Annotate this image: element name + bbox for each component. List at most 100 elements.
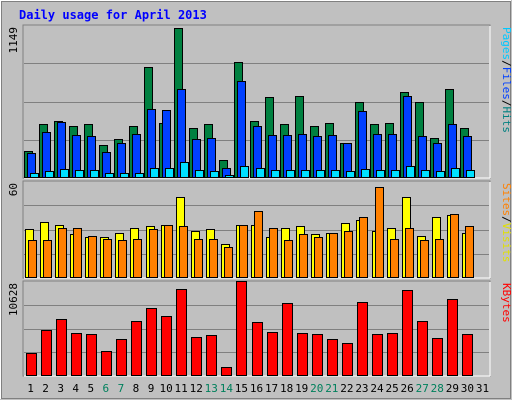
day-label: 24 [370,382,384,395]
bar-pages-day-17 [271,170,280,178]
bar-sites-day-11 [179,226,188,278]
bar-sites-day-27 [420,240,429,278]
bar-files-day-10 [162,110,171,178]
bar-kbytes-day-13 [206,335,217,376]
legend-separator: / [500,100,512,107]
bar-kbytes-day-1 [26,353,37,376]
panel-2: 60 Sites/Visits [7,180,512,279]
bar-pages-day-4 [75,170,84,178]
legend-kbytes: KBytes [500,283,512,323]
bar-pages-day-28 [436,171,445,178]
bar-sites-day-9 [149,229,158,278]
bar-kbytes-day-27 [417,321,428,376]
bar-kbytes-day-15 [236,281,247,376]
bar-pages-day-2 [45,171,54,178]
bar-sites-day-1 [28,240,37,278]
bar-pages-day-24 [376,170,385,178]
bar-pages-day-13 [210,171,219,178]
bar-sites-day-17 [269,228,278,278]
day-label: 18 [280,382,293,395]
bar-kbytes-day-29 [447,299,458,376]
bar-kbytes-day-4 [71,333,82,376]
day-label: 26 [401,382,414,395]
bar-kbytes-day-14 [221,367,232,376]
day-label: 19 [295,382,308,395]
bar-kbytes-day-21 [327,339,338,376]
day-label: 15 [235,382,248,395]
bar-pages-day-29 [451,168,460,178]
bar-files-day-7 [117,143,126,178]
day-label: 16 [250,382,263,395]
day-label: 7 [118,382,125,395]
bar-pages-day-18 [286,170,295,178]
bar-pages-day-9 [150,168,159,178]
bar-kbytes-day-8 [131,321,142,376]
day-label: 22 [340,382,353,395]
bar-sites-day-16 [254,211,263,278]
day-label: 2 [42,382,49,395]
bar-sites-day-12 [194,239,203,278]
day-label: 1 [27,382,34,395]
bar-kbytes-day-20 [312,334,323,376]
bar-sites-day-2 [43,240,52,278]
day-label: 25 [385,382,398,395]
bar-pages-day-23 [361,169,370,178]
bar-sites-day-19 [299,234,308,278]
bar-sites-day-23 [359,217,368,278]
legend-pages: Pages [500,27,512,60]
bar-pages-day-10 [165,168,174,178]
day-label: 6 [103,382,110,395]
day-label: 21 [325,382,338,395]
bar-kbytes-day-28 [432,338,443,376]
bar-pages-day-11 [180,162,189,178]
legend-separator: / [500,60,512,67]
bar-pages-day-7 [120,173,129,178]
bar-kbytes-day-10 [161,316,172,376]
day-label: 30 [461,382,474,395]
bar-sites-day-20 [314,237,323,278]
bar-pages-day-30 [466,170,475,178]
bar-pages-day-6 [105,173,114,178]
bar-kbytes-day-6 [101,351,112,376]
bar-pages-day-5 [90,170,99,178]
bar-pages-day-22 [346,171,355,178]
day-label: 3 [57,382,64,395]
bar-pages-day-15 [240,166,249,178]
bar-pages-day-20 [316,170,325,178]
panel-3: 10628 KBytes [7,280,512,377]
day-label: 28 [431,382,444,395]
day-label: 11 [175,382,188,395]
bar-kbytes-day-3 [56,319,67,376]
bar-sites-day-7 [118,240,127,278]
bar-pages-day-25 [391,170,400,178]
bar-pages-day-12 [195,170,204,178]
scale-label: 1149 [7,27,20,54]
bar-sites-day-14 [224,247,233,278]
bar-kbytes-day-5 [86,334,97,376]
bar-pages-day-8 [135,173,144,178]
bar-sites-day-24 [375,187,384,278]
bar-pages-day-1 [30,173,39,178]
bar-kbytes-day-16 [252,322,263,376]
bar-sites-day-4 [73,228,82,278]
day-label: 20 [310,382,323,395]
legend-visits: Visits [500,223,512,263]
bar-kbytes-day-11 [176,289,187,376]
legend-label: Pages/Files/Hits [500,27,512,133]
day-label: 27 [416,382,429,395]
bar-pages-day-14 [225,175,234,178]
bar-sites-day-28 [435,239,444,278]
bar-kbytes-day-19 [297,333,308,376]
day-label: 12 [190,382,203,395]
bar-sites-day-8 [133,239,142,278]
bar-files-day-2 [42,132,51,178]
legend-sites: Sites [500,183,512,216]
day-label: 5 [87,382,94,395]
bar-kbytes-day-22 [342,343,353,376]
bar-kbytes-day-9 [146,308,157,376]
bar-pages-day-27 [421,170,430,178]
bar-kbytes-day-26 [402,290,413,376]
day-labels: 1 2 3 4 5 6 7 8 9 10 11 12 13 14 15 16 17 18 19 20 21 22 23 24 2… [27,382,489,395]
day-label: 29 [446,382,459,395]
day-label: 31 [476,382,489,395]
